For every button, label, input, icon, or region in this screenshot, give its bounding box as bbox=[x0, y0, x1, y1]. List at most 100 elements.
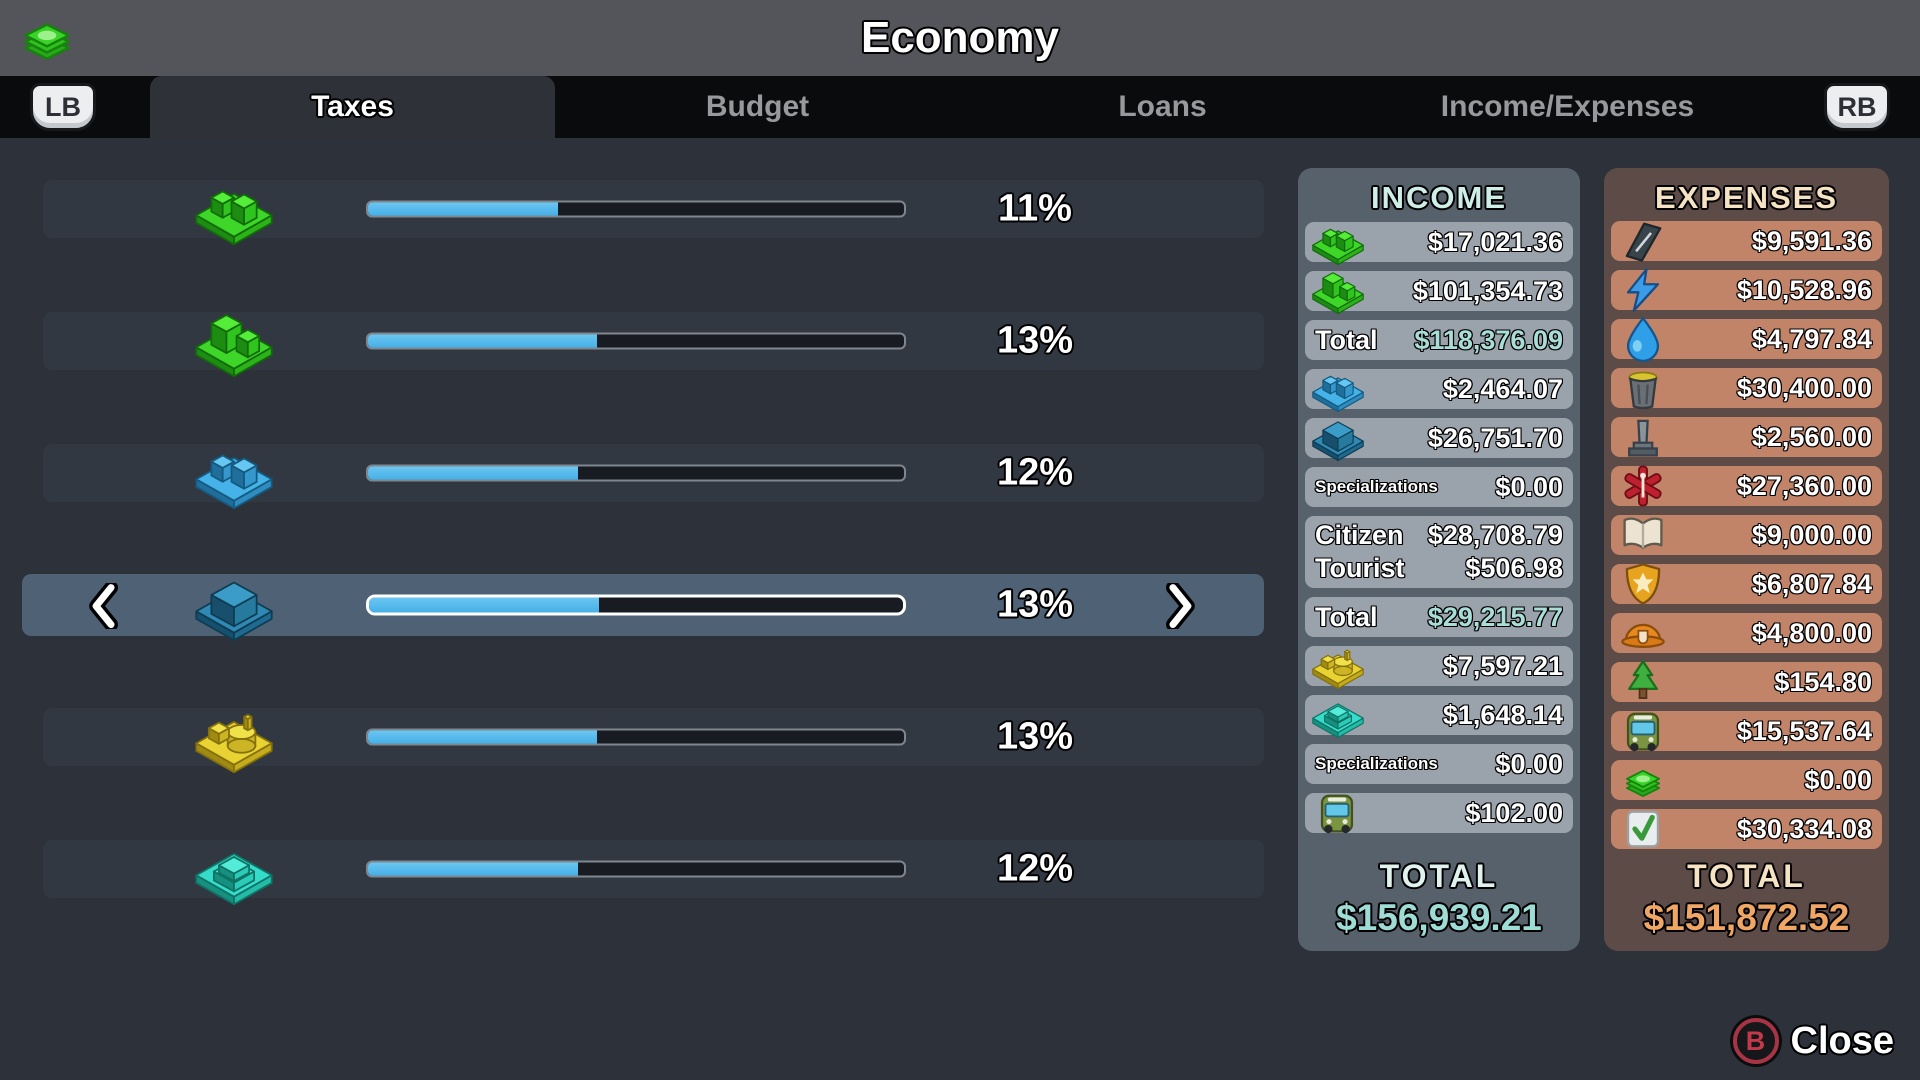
income-line-tourist: Tourist $506.98 bbox=[1315, 552, 1563, 585]
commercial-low-icon bbox=[1309, 362, 1367, 414]
police-icon bbox=[1620, 561, 1666, 607]
income-row-value: $29,215.77 bbox=[1427, 602, 1563, 632]
expense-row-value: $27,360.00 bbox=[1736, 471, 1872, 501]
expense-row-loans: $0.00 bbox=[1611, 760, 1882, 800]
income-row-value: $1,648.14 bbox=[1442, 700, 1563, 730]
income-row-industrial: $7,597.21 bbox=[1305, 646, 1573, 690]
policies-icon bbox=[1620, 806, 1666, 852]
residential-low-icon bbox=[1309, 215, 1367, 267]
expenses-total-block: TOTAL $151,872.52 bbox=[1604, 858, 1889, 939]
tax-rate-bar-fill bbox=[368, 202, 559, 216]
tax-rate-bar bbox=[366, 464, 906, 482]
tax-rate-value: 12% bbox=[996, 451, 1074, 494]
tax-rate-value: 11% bbox=[998, 187, 1072, 230]
tax-rate-bar-fill bbox=[368, 334, 598, 348]
income-row-value: $0.00 bbox=[1495, 749, 1563, 779]
tax-row-commercial-high[interactable]: 13% bbox=[22, 574, 1264, 642]
commercial-high-icon bbox=[1309, 411, 1367, 463]
tax-rate-bar bbox=[366, 594, 906, 616]
line-value: $28,708.79 bbox=[1427, 520, 1563, 550]
commercial-high-icon bbox=[190, 566, 278, 644]
garbage-icon bbox=[1620, 365, 1666, 411]
income-row-value: $7,597.21 bbox=[1442, 651, 1563, 681]
tab-budget[interactable]: Budget bbox=[555, 76, 960, 138]
residential-high-icon bbox=[1309, 264, 1367, 316]
tax-row-industrial[interactable]: 13% bbox=[22, 708, 1264, 774]
income-row-value: $101,354.73 bbox=[1412, 276, 1563, 306]
income-row-label: Total bbox=[1315, 602, 1378, 632]
income-row-total: Total $29,215.77 bbox=[1305, 597, 1573, 637]
tax-row-commercial-low[interactable]: 12% bbox=[22, 444, 1264, 510]
tab-taxes[interactable]: Taxes bbox=[150, 76, 555, 138]
tab-loans[interactable]: Loans bbox=[960, 76, 1365, 138]
expense-row-value: $0.00 bbox=[1804, 765, 1872, 795]
tax-rate-bar bbox=[366, 728, 906, 746]
income-row-value: $102.00 bbox=[1465, 798, 1563, 828]
expense-row-value: $4,800.00 bbox=[1751, 618, 1872, 648]
fire-icon bbox=[1620, 610, 1666, 656]
tax-rate-bar bbox=[366, 332, 906, 350]
income-row-office: $1,648.14 bbox=[1305, 695, 1573, 739]
decrease-tax-arrow-icon[interactable] bbox=[88, 580, 118, 632]
expenses-panel: EXPENSES $9,591.36 $10,528.96 $4,797.84 $30… bbox=[1604, 168, 1889, 951]
income-row-specializations: Specializations $0.00 bbox=[1305, 467, 1573, 507]
residential-low-icon bbox=[190, 170, 278, 248]
tax-row-office[interactable]: 12% bbox=[22, 840, 1264, 906]
tab-strip: Taxes Budget Loans Income/Expenses bbox=[150, 76, 1770, 138]
header-bar: Economy bbox=[0, 0, 1920, 76]
tax-rate-bar-fill bbox=[368, 730, 598, 744]
office-icon bbox=[190, 830, 278, 908]
income-line-citizen: Citizen $28,708.79 bbox=[1315, 519, 1563, 552]
expense-row-education: $9,000.00 bbox=[1611, 515, 1882, 555]
tab-label: Income/Expenses bbox=[1440, 90, 1695, 123]
expense-row-value: $15,537.64 bbox=[1736, 716, 1872, 746]
expense-row-value: $154.80 bbox=[1774, 667, 1872, 697]
tab-income-expenses[interactable]: Income/Expenses bbox=[1365, 76, 1770, 138]
expense-row-police: $6,807.84 bbox=[1611, 561, 1882, 607]
tax-row-residential-low[interactable]: 11% bbox=[22, 180, 1264, 246]
income-total-value: $156,939.21 bbox=[1336, 897, 1542, 938]
expense-row-value: $2,560.00 bbox=[1751, 422, 1872, 452]
income-row-value: $118,376.09 bbox=[1414, 325, 1563, 355]
income-rows: $17,021.36 $101,354.73 Total $118,376.09 $… bbox=[1298, 222, 1580, 842]
income-panel: INCOME $17,021.36 $101,354.73 Total $118,3… bbox=[1298, 168, 1580, 951]
expense-row-water: $4,797.84 bbox=[1611, 316, 1882, 362]
income-row-residential-high: $101,354.73 bbox=[1305, 271, 1573, 315]
line-label: Citizen bbox=[1315, 520, 1404, 550]
increase-tax-arrow-icon[interactable] bbox=[1166, 580, 1196, 632]
tax-rate-bar-fill bbox=[368, 466, 579, 480]
expense-row-value: $30,400.00 bbox=[1736, 373, 1872, 403]
lb-shoulder-button[interactable]: LB bbox=[30, 83, 96, 131]
income-row-value: $26,751.70 bbox=[1427, 423, 1563, 453]
electricity-icon bbox=[1620, 267, 1666, 313]
deathcare-icon bbox=[1620, 414, 1666, 460]
income-row-label: Specializations bbox=[1315, 754, 1438, 773]
line-label: Tourist bbox=[1315, 553, 1405, 583]
income-row-specializations: Specializations $0.00 bbox=[1305, 744, 1573, 784]
income-total-block: TOTAL $156,939.21 bbox=[1298, 858, 1580, 939]
water-icon bbox=[1620, 316, 1666, 362]
expense-row-policies: $30,334.08 bbox=[1611, 809, 1882, 849]
expense-row-electricity: $10,528.96 bbox=[1611, 267, 1882, 313]
close-button[interactable]: B Close bbox=[1732, 1018, 1894, 1064]
tax-list: 11% 13% 12% 13% 13% 12% bbox=[22, 180, 1264, 972]
commercial-low-icon bbox=[190, 434, 278, 512]
tax-row-residential-high[interactable]: 13% bbox=[22, 312, 1264, 378]
income-row-value: $0.00 bbox=[1495, 472, 1563, 502]
tab-label: Loans bbox=[1118, 90, 1207, 123]
expense-row-value: $9,591.36 bbox=[1751, 226, 1872, 256]
income-total-label: TOTAL bbox=[1379, 858, 1499, 894]
expense-row-value: $6,807.84 bbox=[1751, 569, 1872, 599]
transport-icon bbox=[1314, 790, 1360, 836]
income-row-value: $17,021.36 bbox=[1427, 227, 1563, 257]
residential-high-icon bbox=[190, 302, 278, 380]
tax-rate-value: 13% bbox=[996, 319, 1074, 362]
rb-shoulder-button[interactable]: RB bbox=[1824, 83, 1890, 131]
income-row-commercial-high: $26,751.70 bbox=[1305, 418, 1573, 462]
tax-rate-bar-fill bbox=[369, 597, 599, 613]
expense-row-roads: $9,591.36 bbox=[1611, 221, 1882, 262]
expense-row-fire: $4,800.00 bbox=[1611, 613, 1882, 653]
expense-row-value: $4,797.84 bbox=[1751, 324, 1872, 354]
office-icon bbox=[1309, 688, 1367, 740]
healthcare-icon bbox=[1620, 463, 1666, 509]
